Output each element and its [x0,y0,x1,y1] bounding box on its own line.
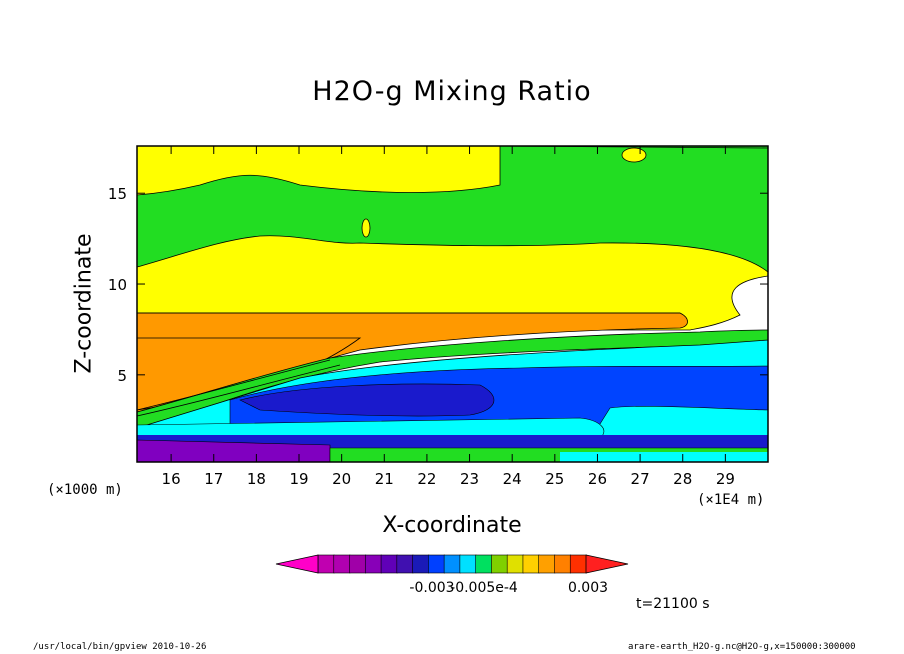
x-tick-label: 17 [204,470,223,488]
colorbar-swatch [349,554,367,574]
y-axis-ticks: 5 10 15 [108,185,768,385]
y-tick-label: 5 [117,367,127,385]
x-unit-left: (×1000 m) [47,482,123,498]
colorbar-swatch [317,554,335,574]
x-tick-label: 29 [716,470,735,488]
x-tick-label: 24 [503,470,522,488]
colorbar-swatch [396,554,414,574]
region-bottom-cyan [560,452,768,462]
x-tick-label: 23 [460,470,479,488]
y-axis-label: Z-coordinate [71,233,97,374]
colorbar-swatch [491,554,508,574]
colorbar-tick-label: 0.003 [568,580,608,596]
region-upper-yellow-top [136,145,501,196]
contour-line-b [136,359,331,411]
x-tick-label: 20 [332,470,351,488]
x-unit-right: (×1E4 m) [697,492,765,508]
x-tick-label: 26 [588,470,607,488]
blob-top-right [621,147,647,163]
colorbar-swatch [412,554,430,574]
colorbar-swatch [506,554,524,574]
colorbar-swatch [459,554,477,574]
x-tick-label: 21 [375,470,394,488]
x-axis-label: X-coordinate [382,513,522,538]
contour-line-c [136,364,341,417]
x-tick-label: 18 [247,470,266,488]
colorbar-right-arrow [585,554,629,574]
x-tick-label: 19 [289,470,308,488]
plot-frame [136,145,769,463]
blob-mid-left [361,218,371,238]
colorbar-swatch [364,554,382,574]
colorbar-swatch [333,554,351,574]
x-tick-label: 22 [417,470,436,488]
colorbar-swatch [522,554,540,574]
x-tick-label: 16 [162,470,181,488]
y-tick-label: 10 [108,276,127,294]
colorbar-tick-label: -0.003 [409,580,454,596]
y-tick-label: 15 [108,185,127,203]
region-dark-blue-core [239,383,495,417]
colorbar-swatch [428,554,445,574]
x-tick-label: 28 [673,470,692,488]
footer-right: arare-earth_H2O-g.nc@H2O-g,x=150000:3000… [628,642,856,652]
contour-regions [136,145,769,463]
colorbar-left-arrow [275,554,319,574]
colorbar-swatch [380,554,398,574]
colorbar: -0.003-0.005e-4 0.003 [275,554,629,596]
x-tick-label: 25 [545,470,564,488]
colorbar-swatch [538,554,556,574]
x-axis-ticks: 16 17 18 19 20 21 22 23 24 25 26 27 28 29 [162,146,735,488]
colorbar-tick-label: -0.005e-4 [450,580,518,596]
colorbar-swatch [569,554,587,574]
colorbar-swatch [475,554,493,574]
chart-title: H2O-g Mixing Ratio [312,76,592,107]
time-label: t=21100 s [636,596,710,612]
colorbar-swatch [443,554,461,574]
region-mid-yellow [136,235,769,331]
footer-left: /usr/local/bin/gpview 2010-10-26 [33,642,207,652]
colorbar-swatch [554,554,572,574]
x-tick-label: 27 [631,470,650,488]
